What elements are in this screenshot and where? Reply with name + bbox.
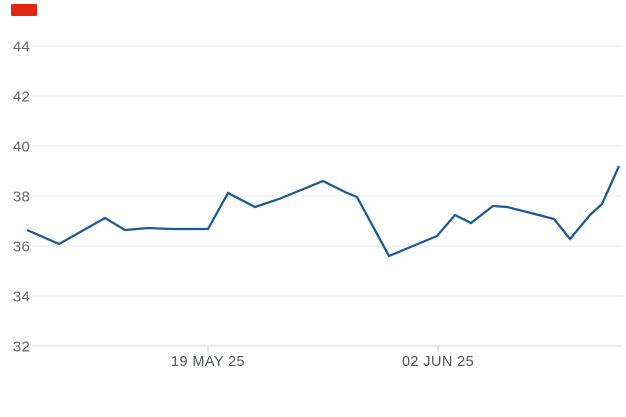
y-axis-label: 44: [13, 38, 30, 55]
x-axis-tick-label: 02 JUN 25: [402, 354, 474, 370]
y-axis-label: 38: [13, 188, 30, 205]
y-axis-label: 40: [13, 138, 30, 155]
y-axis-label: 36: [13, 238, 30, 255]
y-axis-label: 34: [13, 288, 30, 305]
price-line: [26, 165, 621, 258]
y-axis-label: 32: [13, 338, 30, 355]
y-axis-label: 42: [13, 88, 30, 105]
x-axis-tick-label: 19 MAY 25: [171, 354, 245, 370]
red-marker: [11, 4, 37, 16]
